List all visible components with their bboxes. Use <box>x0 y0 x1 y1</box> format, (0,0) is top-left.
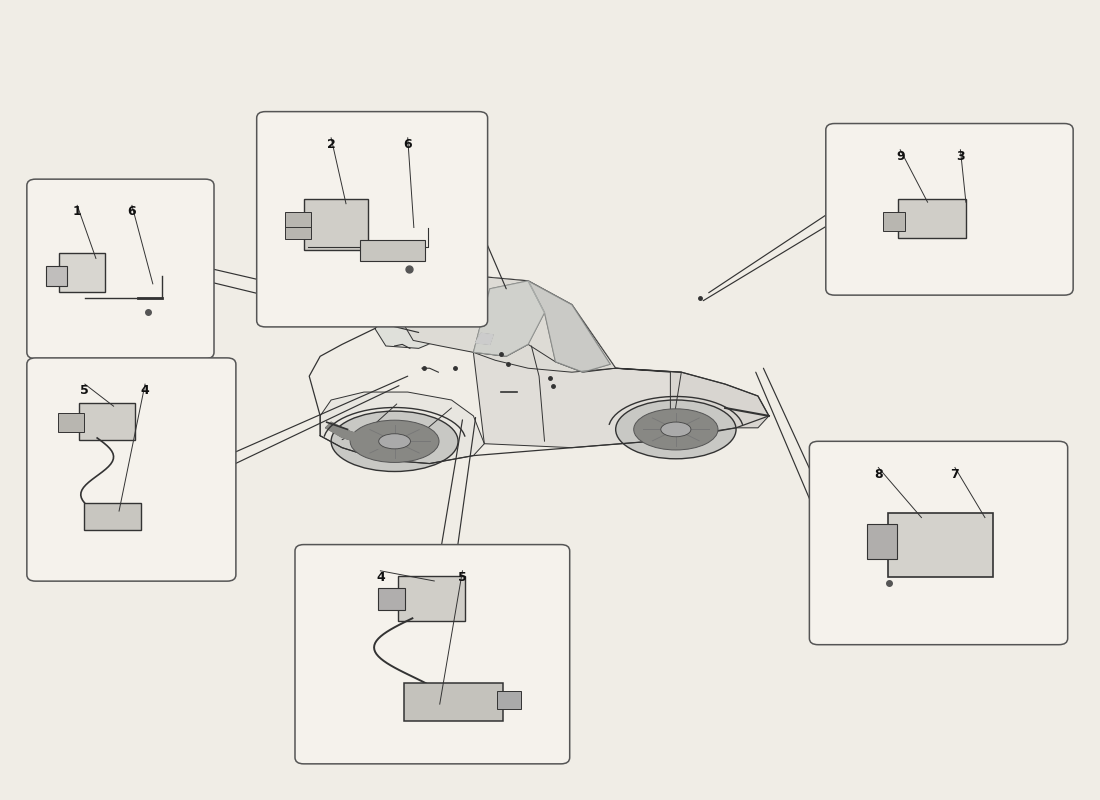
Text: 4: 4 <box>376 571 385 584</box>
FancyBboxPatch shape <box>45 266 67 286</box>
Polygon shape <box>397 277 616 372</box>
FancyBboxPatch shape <box>882 212 904 230</box>
FancyBboxPatch shape <box>360 240 425 261</box>
FancyBboxPatch shape <box>404 682 503 721</box>
FancyBboxPatch shape <box>810 442 1068 645</box>
FancyBboxPatch shape <box>58 253 104 292</box>
Polygon shape <box>473 344 681 448</box>
Polygon shape <box>375 282 490 348</box>
Polygon shape <box>616 368 769 440</box>
Polygon shape <box>473 281 544 356</box>
Text: 7: 7 <box>950 467 959 481</box>
FancyBboxPatch shape <box>867 524 898 559</box>
FancyBboxPatch shape <box>78 403 135 439</box>
FancyBboxPatch shape <box>26 179 215 358</box>
Text: 2: 2 <box>327 138 336 151</box>
Text: 9: 9 <box>895 150 904 162</box>
Text: 6: 6 <box>128 206 136 218</box>
Polygon shape <box>475 334 493 344</box>
Text: 4: 4 <box>141 384 150 397</box>
FancyBboxPatch shape <box>256 112 487 327</box>
Text: 1: 1 <box>73 206 81 218</box>
FancyBboxPatch shape <box>285 213 311 226</box>
Ellipse shape <box>616 400 736 458</box>
FancyBboxPatch shape <box>295 545 570 764</box>
FancyBboxPatch shape <box>826 123 1074 295</box>
FancyBboxPatch shape <box>58 414 84 433</box>
Ellipse shape <box>331 411 458 471</box>
Ellipse shape <box>661 422 691 437</box>
FancyBboxPatch shape <box>26 358 235 581</box>
Polygon shape <box>326 422 386 450</box>
Text: 8: 8 <box>874 467 882 481</box>
FancyBboxPatch shape <box>378 588 405 610</box>
Polygon shape <box>528 281 611 372</box>
Polygon shape <box>320 392 484 463</box>
FancyBboxPatch shape <box>84 503 141 530</box>
Text: 6: 6 <box>404 138 412 151</box>
Ellipse shape <box>378 434 410 449</box>
FancyBboxPatch shape <box>496 691 520 709</box>
Text: 5: 5 <box>458 571 466 584</box>
FancyBboxPatch shape <box>285 225 311 239</box>
FancyBboxPatch shape <box>398 576 465 621</box>
Ellipse shape <box>350 420 439 462</box>
FancyBboxPatch shape <box>898 199 966 238</box>
FancyBboxPatch shape <box>888 513 992 577</box>
FancyBboxPatch shape <box>305 199 367 250</box>
Text: 5: 5 <box>80 384 89 397</box>
Ellipse shape <box>634 409 718 450</box>
Text: 3: 3 <box>956 150 965 162</box>
